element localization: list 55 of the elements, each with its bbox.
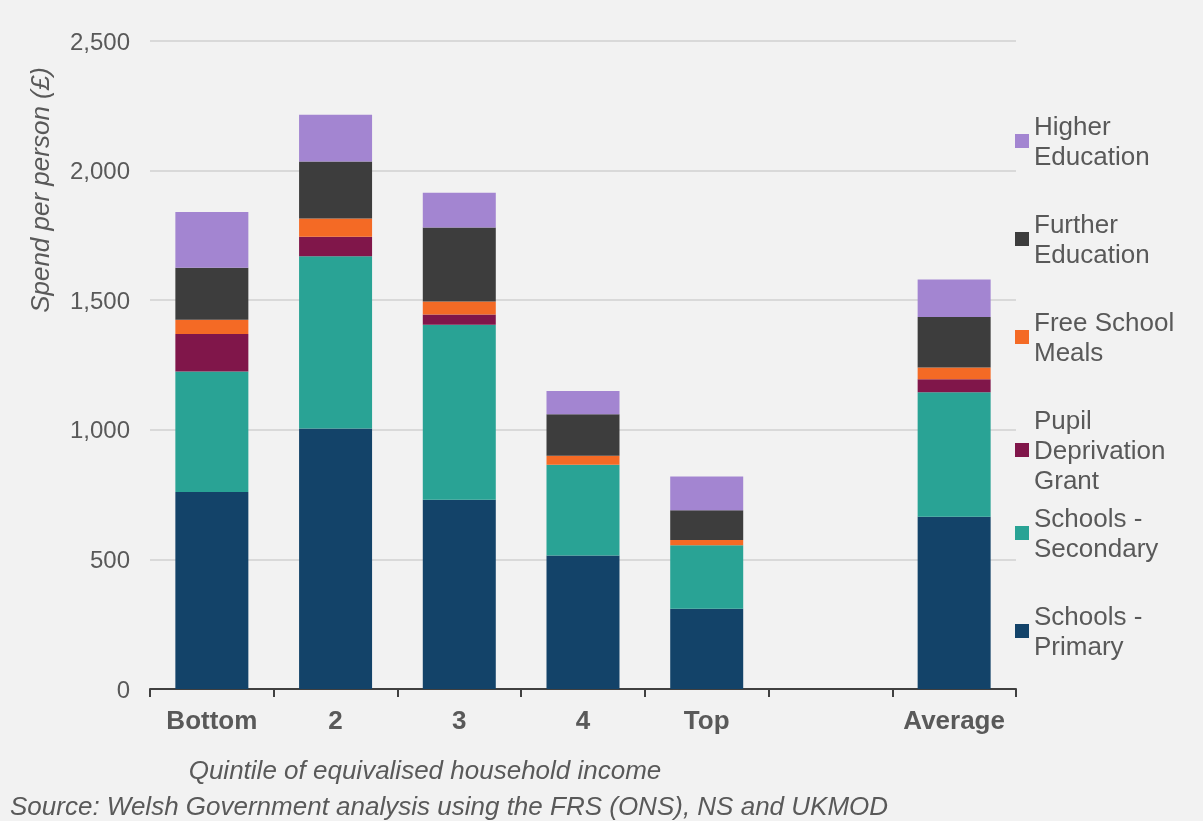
bar	[299, 114, 373, 162]
y-tick-label: 0	[116, 675, 130, 703]
bar	[670, 539, 744, 546]
legend-label: Schools - Primary	[1034, 601, 1150, 661]
y-tick-label: 2,000	[69, 157, 130, 185]
bar	[917, 279, 991, 318]
source-note: Source: Welsh Government analysis using the FRS (ONS), NS and UKMOD	[10, 791, 889, 821]
bar	[546, 555, 620, 689]
y-tick-label: 500	[89, 545, 130, 573]
x-axis-title: Quintile of equivalised household income	[188, 755, 662, 785]
bar	[299, 161, 373, 219]
x-tick-label: 4	[575, 705, 591, 735]
bar	[422, 301, 496, 315]
y-tick-label: 1,500	[69, 286, 130, 314]
bar	[670, 608, 744, 689]
bar	[422, 324, 496, 500]
bar	[546, 464, 620, 556]
bar	[175, 333, 249, 372]
legend-label: Free School Meals	[1034, 307, 1182, 367]
bar	[422, 227, 496, 302]
bar	[175, 267, 249, 320]
legend-label: Higher Education	[1034, 111, 1150, 171]
bar	[546, 455, 620, 465]
bar	[917, 392, 991, 517]
bar	[670, 510, 744, 540]
bar	[422, 499, 496, 689]
bar	[299, 256, 373, 429]
bar	[175, 371, 249, 493]
bar	[917, 367, 991, 380]
bar	[917, 516, 991, 689]
y-tick-label: 1,000	[69, 416, 130, 444]
x-tick-label: Top	[683, 705, 730, 735]
bar	[299, 218, 373, 237]
legend-label: Schools - Secondary	[1034, 503, 1159, 563]
bar	[670, 545, 744, 609]
bar	[175, 212, 249, 268]
y-axis-title: Spend per person (£)	[25, 67, 55, 313]
bar	[917, 379, 991, 393]
x-tick-label: 3	[452, 705, 467, 735]
bar	[422, 192, 496, 228]
bar	[422, 314, 496, 325]
bar	[546, 414, 620, 456]
bar	[299, 428, 373, 689]
bar	[917, 317, 991, 368]
legend-label: Further Education	[1034, 209, 1150, 269]
bar	[670, 476, 744, 511]
bar	[299, 236, 373, 257]
legend-label: Pupil Deprivation Grant	[1034, 405, 1173, 495]
bar	[175, 319, 249, 334]
bar	[175, 492, 249, 689]
x-tick-label: 2	[328, 705, 343, 735]
bar	[546, 390, 620, 415]
x-tick-label: Bottom	[166, 705, 258, 735]
x-tick-label: Average	[903, 705, 1005, 735]
y-tick-label: 2,500	[69, 27, 130, 55]
